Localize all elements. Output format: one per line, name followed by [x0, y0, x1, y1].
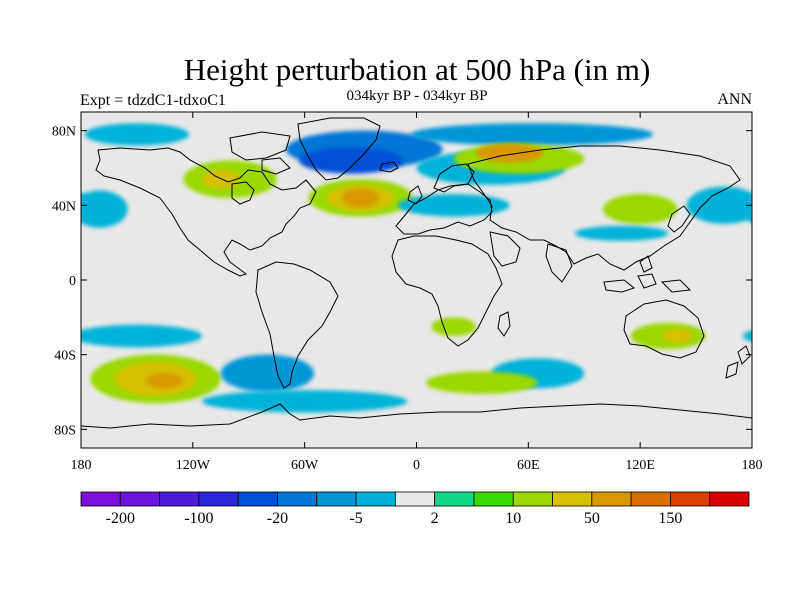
coastline-britain: [407, 185, 423, 205]
coastline-south-america: [255, 261, 339, 389]
colorbar-label: 50: [584, 510, 600, 527]
lat-tick-label: 40N: [52, 199, 76, 214]
coastline-arctic-islands: [229, 131, 291, 175]
field-region-12: [602, 194, 678, 224]
coastline-japan: [667, 205, 691, 233]
colorbar-swatch: [198, 491, 239, 507]
coastline-hudson-bay: [231, 181, 255, 205]
colorbar-label: 150: [658, 510, 682, 527]
field-region-20: [81, 324, 203, 348]
coastline-madagascar: [497, 311, 511, 337]
coastline-new-zealand: [725, 345, 751, 379]
colorbar-swatch: [80, 491, 121, 507]
field-region-24: [662, 328, 693, 344]
field-region-1: [299, 147, 404, 174]
field-region-4: [84, 123, 190, 146]
colorbar-swatch: [552, 491, 593, 507]
colorbar-swatch: [316, 491, 357, 507]
field-region-22: [202, 390, 408, 413]
field-region-16: [574, 225, 669, 241]
lon-tick-label: 180: [742, 458, 763, 473]
colorbar-label: -200: [106, 510, 135, 527]
colorbar-swatch: [473, 491, 514, 507]
colorbar-swatch: [434, 491, 475, 507]
lat-tick-label: 80N: [52, 125, 76, 140]
field-region-2: [410, 123, 654, 146]
field-region-14: [686, 186, 752, 224]
coastline-india: [545, 243, 573, 283]
lon-tick-label: 120W: [176, 458, 211, 473]
lon-tick-label: 60E: [517, 458, 540, 473]
lat-tick-label: 40S: [54, 349, 76, 364]
field-region-9: [341, 188, 380, 208]
coastlines: [81, 117, 752, 429]
field-region-20-wrap: [742, 330, 752, 342]
coastline-europe: [395, 183, 493, 235]
coastline-antarctica: [81, 403, 752, 429]
coastline-north-america: [95, 147, 317, 277]
field-region-27: [425, 371, 538, 394]
colorbar-swatch: [670, 491, 711, 507]
colorbar-swatch: [355, 491, 396, 507]
field-region-26: [431, 317, 477, 336]
colorbar-label: -5: [349, 510, 362, 527]
coastline-greenland: [297, 117, 381, 181]
coastline-iceland: [379, 161, 399, 173]
season-label: ANN: [717, 91, 752, 108]
colorbar-swatch: [277, 491, 318, 507]
colorbar-label: -100: [184, 510, 213, 527]
coastline-africa: [391, 235, 503, 347]
field-region-15: [397, 194, 510, 217]
coastline-asia: [467, 145, 741, 271]
experiment-label: Expt = tdzdC1-tdxoC1: [80, 92, 226, 109]
colorbar-swatch: [119, 491, 160, 507]
colorbar-swatch: [630, 491, 671, 507]
field-region-19: [146, 373, 184, 389]
plot-title: Height perturbation at 500 hPa (in m): [183, 52, 651, 87]
lon-tick-label: 180: [71, 458, 92, 473]
colorbar-label: 10: [505, 510, 521, 527]
plot-subtitle: 034kyr BP - 034kyr BP: [346, 88, 488, 104]
coastline-indonesia: [603, 255, 692, 293]
lon-tick-label: 60W: [291, 458, 319, 473]
field-region-21: [220, 354, 314, 393]
lat-tick-label: 80S: [54, 423, 76, 438]
colorbar-swatch: [394, 491, 436, 507]
colorbar-swatch: [237, 491, 278, 507]
map-axes: 80N 40N 0 40S 80S 180 120W 60W 0 60E 120E 180: [52, 112, 763, 473]
colorbar-label: -20: [267, 510, 288, 527]
coastline-scandinavia: [433, 163, 475, 193]
colorbar-label: 2: [431, 510, 439, 527]
colorbar: -200 -100 -20 -5 2 10 50 150: [80, 491, 750, 527]
field-region-13: [81, 190, 128, 228]
coastline-arabia: [489, 231, 521, 267]
coastline-australia: [623, 299, 705, 359]
colorbar-swatch: [591, 491, 632, 507]
colorbar-swatch: [159, 491, 200, 507]
lon-tick-label: 120E: [625, 458, 655, 473]
lon-tick-label: 0: [413, 458, 420, 473]
colorbar-swatch: [709, 491, 750, 507]
lat-tick-label: 0: [69, 274, 76, 289]
contour-field: [81, 123, 752, 413]
colorbar-swatch: [512, 491, 553, 507]
